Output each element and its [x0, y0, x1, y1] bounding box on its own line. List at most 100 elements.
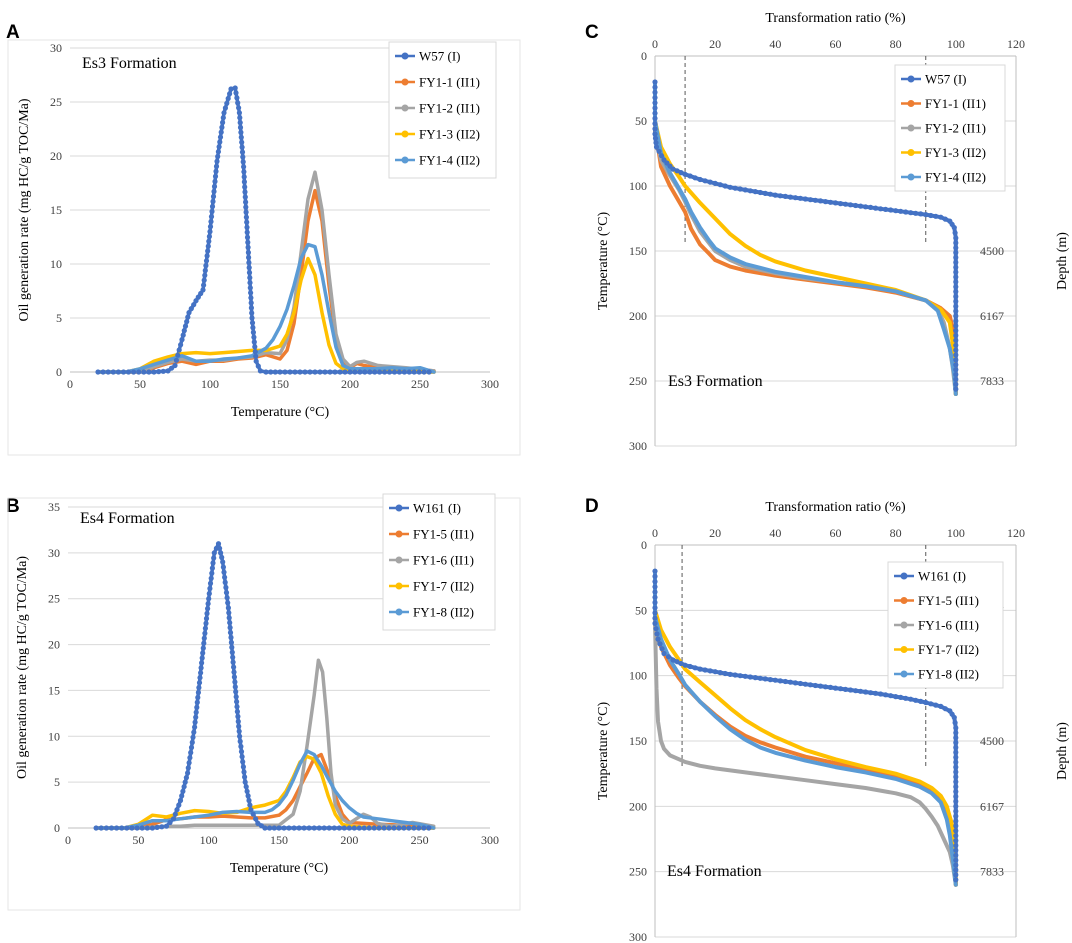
chart-a-x-tick-label: 100 — [201, 377, 219, 391]
chart-b-marker — [233, 689, 239, 695]
chart-b-marker — [233, 694, 239, 700]
chart-a-marker — [172, 362, 178, 369]
chart-a-marker — [372, 369, 378, 375]
chart-c-marker — [652, 110, 658, 116]
chart-b-marker — [226, 610, 232, 616]
chart-a-series-w57-line — [96, 86, 436, 374]
chart-d-marker — [757, 675, 763, 681]
chart-b-marker — [336, 825, 342, 831]
chart-d-depth-tick-label: 4500 — [980, 734, 1004, 748]
chart-a-marker — [216, 144, 222, 150]
chart-b-legend-fy1-7-label: FY1-7 (II2) — [413, 579, 474, 594]
chart-a-y-tick-label: 25 — [50, 95, 62, 109]
chart-b-marker — [401, 825, 407, 831]
chart-c-marker — [953, 376, 959, 382]
chart-b-marker — [210, 560, 216, 566]
chart-c-marker — [878, 206, 884, 212]
chart-d-marker — [692, 665, 698, 671]
chart-d-marker — [717, 670, 723, 676]
chart-c-marker — [652, 79, 658, 85]
chart-a-marker — [255, 363, 261, 369]
chart-a-marker — [367, 369, 373, 375]
chart-a-y-tick-label: 0 — [56, 365, 62, 379]
chart-a-marker — [202, 267, 208, 274]
chart-b-marker — [211, 550, 217, 556]
chart-b-marker — [219, 554, 225, 561]
chart-c-marker — [762, 190, 768, 196]
chart-b-marker — [356, 825, 362, 831]
chart-c-marker — [893, 208, 899, 214]
chart-a-marker — [247, 275, 253, 281]
chart-b-marker — [201, 640, 207, 646]
chart-a-marker — [208, 219, 214, 225]
chart-d-marker — [953, 754, 959, 760]
chart-b-y-tick-label: 0 — [54, 821, 60, 835]
chart-a-marker — [237, 120, 243, 126]
chart-c-marker — [652, 135, 659, 141]
chart-b-marker — [316, 825, 322, 831]
chart-d-marker — [772, 677, 778, 683]
chart-b-marker — [406, 825, 412, 831]
chart-a-marker — [210, 198, 216, 205]
chart-b-marker — [196, 685, 202, 691]
chart-c-x-axis-title: Transformation ratio (%) — [765, 11, 906, 26]
chart-b-marker — [207, 585, 213, 592]
chart-a-marker — [141, 369, 147, 375]
chart-b-marker — [229, 644, 235, 651]
chart-a-marker — [208, 214, 215, 220]
chart-b-legend: W161 (I) FY1-5 (II1) FY1-6 (II1) FY1-7 (II2… — [382, 493, 496, 631]
chart-a-marker — [240, 154, 246, 160]
chart-c-marker — [652, 105, 658, 111]
chart-b-marker — [176, 802, 182, 808]
chart-b-marker — [199, 655, 205, 661]
chart-d-marker — [727, 671, 733, 678]
chart-a-marker — [120, 369, 127, 375]
chart-a-marker — [245, 239, 251, 245]
chart-d-marker — [953, 852, 959, 858]
chart-a-marker — [243, 209, 249, 215]
chart-c-marker — [727, 184, 733, 190]
chart-d-marker — [952, 720, 958, 726]
chart-a-marker — [242, 189, 248, 195]
chart-a-marker — [200, 287, 206, 293]
chart-b-marker — [119, 825, 125, 831]
chart-a-marker — [263, 369, 269, 375]
chart-b-marker — [230, 659, 236, 665]
chart-a-marker — [203, 263, 209, 269]
chart-b-marker — [170, 816, 177, 822]
chart-d-marker — [928, 701, 934, 707]
chart-d-x-tick-label: 20 — [709, 526, 721, 540]
chart-d-marker — [661, 650, 667, 657]
chart-d-marker — [670, 657, 676, 663]
chart-d-marker — [682, 662, 688, 668]
chart-a-marker — [168, 365, 175, 371]
chart-b-marker — [129, 825, 135, 831]
chart-c-marker — [682, 171, 688, 177]
chart-d-x-tick-label: 120 — [1007, 526, 1025, 540]
chart-a-markers-group — [95, 85, 432, 375]
chart-d-marker — [953, 877, 959, 883]
chart-d-marker — [873, 690, 879, 696]
chart-d-marker — [951, 714, 957, 721]
chart-b-marker — [235, 713, 241, 720]
chart-a-marker — [237, 115, 243, 121]
chart-d-marker — [722, 670, 728, 677]
chart-a-marker — [179, 337, 185, 343]
panel-label-a: A — [6, 22, 20, 43]
chart-b-marker — [238, 749, 245, 755]
chart-a-marker — [110, 369, 116, 375]
chart-b-marker — [231, 669, 237, 675]
chart-c-y-tick-label: 50 — [635, 114, 647, 128]
chart-d-marker — [797, 680, 804, 687]
chart-d-marker — [655, 636, 661, 642]
chart-c-marker — [757, 189, 763, 196]
chart-d-marker — [654, 631, 660, 637]
chart-b-marker — [271, 825, 277, 831]
chart-c-marker — [702, 178, 708, 184]
chart-a-marker — [239, 139, 245, 145]
chart-d-legend-fy1-6-swatch-marker — [900, 621, 908, 629]
chart-b-marker — [246, 797, 252, 804]
chart-a-marker — [391, 369, 398, 375]
chart-a-marker — [214, 158, 220, 164]
chart-c-marker — [953, 323, 959, 329]
